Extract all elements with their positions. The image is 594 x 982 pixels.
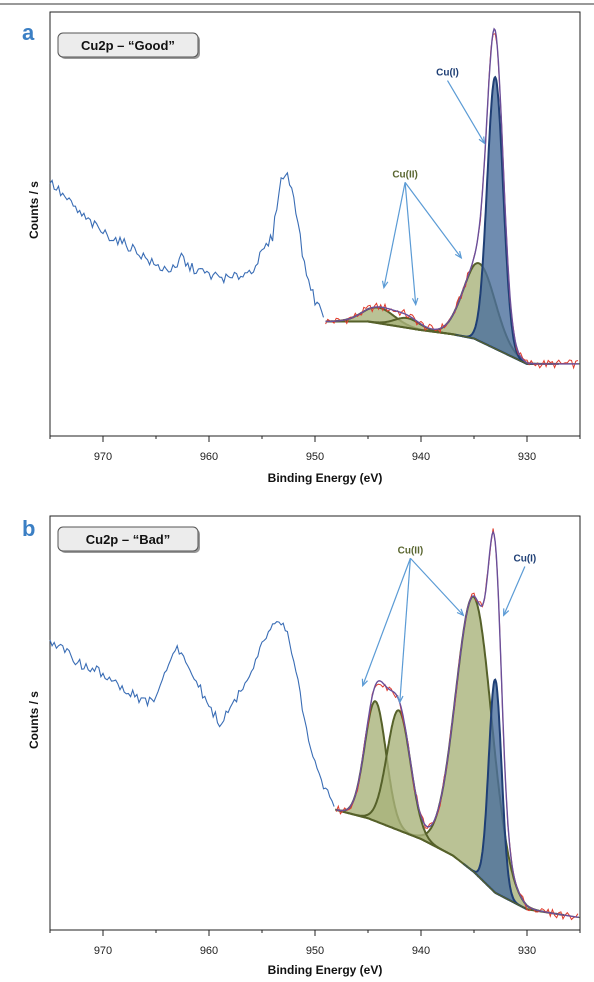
y-axis-title: Counts / s <box>27 691 41 749</box>
annotation-arrowhead <box>503 608 510 617</box>
title-box <box>57 32 199 58</box>
annotation-arrow <box>409 557 464 616</box>
chart-title: Cu2p – “Bad” <box>86 532 171 547</box>
envelope-line <box>336 530 580 919</box>
annotation-arrowhead <box>381 280 389 290</box>
title-box <box>57 526 199 552</box>
x-tick-label: 960 <box>200 945 218 957</box>
annotation-arrow <box>383 182 406 288</box>
chart-title: Cu2p – “Good” <box>81 38 175 53</box>
annotation-arrowhead <box>456 608 465 617</box>
panel-a: 970 960 950 940 930 Binding Energy (eV) Counts… <box>22 11 581 485</box>
y-axis-title: Counts / s <box>27 181 41 239</box>
x-tick-label: 930 <box>518 451 536 463</box>
survey-line <box>49 620 335 807</box>
panel-letter: a <box>22 20 35 45</box>
panel-letter: b <box>22 516 35 541</box>
x-tick-label: 970 <box>94 945 112 957</box>
annotation-label: Cu(I) <box>436 68 459 79</box>
envelope-line <box>325 27 579 365</box>
x-tick-label: 960 <box>200 451 218 463</box>
annotation-label: Cu(I) <box>513 554 536 565</box>
component-peak-0 <box>383 595 565 917</box>
x-tick-label: 940 <box>412 451 430 463</box>
annotation-arrow <box>404 182 462 259</box>
x-axis-title: Binding Energy (eV) <box>268 471 383 485</box>
x-tick-label: 940 <box>412 945 430 957</box>
x-tick-label: 970 <box>94 451 112 463</box>
annotation-arrow <box>503 566 526 616</box>
annotation-arrow <box>399 558 411 703</box>
x-tick-label: 930 <box>518 945 536 957</box>
annotation-arrowhead <box>361 678 368 688</box>
annotation-arrow <box>362 558 411 686</box>
x-tick-label: 950 <box>306 451 324 463</box>
annotation-arrow <box>404 182 417 305</box>
annotation-arrowhead <box>396 695 404 704</box>
panel-b: 970 960 950 940 930 Binding Energy (eV) Counts… <box>22 515 581 977</box>
annotation-label: Cu(II) <box>398 545 424 556</box>
annotation-arrow <box>446 80 486 144</box>
annotation-arrowhead <box>454 250 463 260</box>
survey-line <box>49 171 325 318</box>
annotation-arrowhead <box>478 136 486 145</box>
x-axis-title: Binding Energy (eV) <box>268 963 383 977</box>
x-tick-label: 950 <box>306 945 324 957</box>
annotation-arrowhead <box>411 297 419 307</box>
annotation-label: Cu(II) <box>392 169 418 180</box>
